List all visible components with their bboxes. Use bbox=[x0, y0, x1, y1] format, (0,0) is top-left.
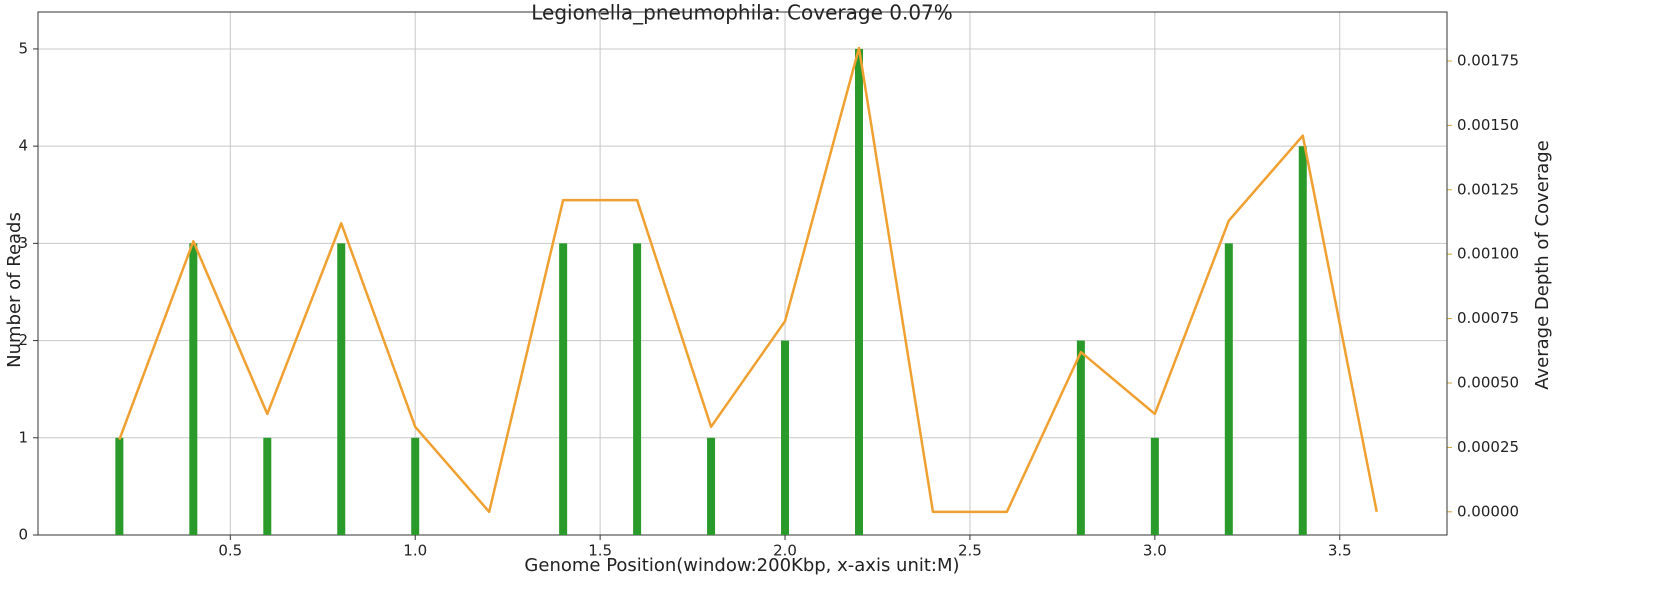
bar bbox=[1224, 243, 1233, 535]
bar bbox=[854, 48, 863, 535]
y2-tick-label: 0.00050 bbox=[1457, 373, 1519, 391]
y-tick-label: 5 bbox=[18, 39, 28, 57]
bar bbox=[633, 243, 642, 535]
y2-tick-label: 0.00025 bbox=[1457, 438, 1519, 456]
y2-tick-label: 0.00000 bbox=[1457, 502, 1519, 520]
x-tick-label: 1.0 bbox=[403, 542, 427, 560]
x-tick-label: 0.5 bbox=[218, 542, 242, 560]
y2-tick-label: 0.00100 bbox=[1457, 245, 1519, 263]
y2-axis-label: Average Depth of Coverage bbox=[1532, 140, 1553, 390]
bar bbox=[189, 243, 198, 535]
y-tick-label: 2 bbox=[18, 331, 28, 349]
bar bbox=[559, 243, 568, 535]
bar bbox=[1150, 437, 1159, 535]
x-tick-label: 3.0 bbox=[1143, 542, 1167, 560]
y2-tick-label: 0.00125 bbox=[1457, 180, 1519, 198]
y2-tick-label: 0.00150 bbox=[1457, 116, 1519, 134]
y-tick-label: 4 bbox=[18, 137, 28, 155]
y-axis-label: Number of Reads bbox=[4, 212, 25, 368]
coverage-line bbox=[118, 46, 1378, 514]
y2-tick-label: 0.00175 bbox=[1457, 51, 1519, 69]
x-tick-label: 2.5 bbox=[958, 542, 982, 560]
y-tick-label: 0 bbox=[18, 526, 28, 544]
y-tick-label: 1 bbox=[18, 428, 28, 446]
bar bbox=[1298, 146, 1307, 536]
y-tick-label: 3 bbox=[18, 234, 28, 252]
y2-tick-label: 0.00075 bbox=[1457, 309, 1519, 327]
bar bbox=[781, 340, 790, 535]
bar bbox=[411, 437, 420, 535]
bar bbox=[337, 243, 346, 535]
plot-frame bbox=[37, 11, 1448, 536]
x-tick-label: 1.5 bbox=[588, 542, 612, 560]
x-tick-label: 3.5 bbox=[1328, 542, 1352, 560]
bar bbox=[263, 437, 272, 535]
x-axis-label: Genome Position(window:200Kbp, x-axis un… bbox=[524, 555, 959, 576]
x-tick-label: 2.0 bbox=[773, 542, 797, 560]
bar bbox=[115, 437, 124, 535]
bar bbox=[707, 437, 716, 535]
bar bbox=[1076, 340, 1085, 535]
